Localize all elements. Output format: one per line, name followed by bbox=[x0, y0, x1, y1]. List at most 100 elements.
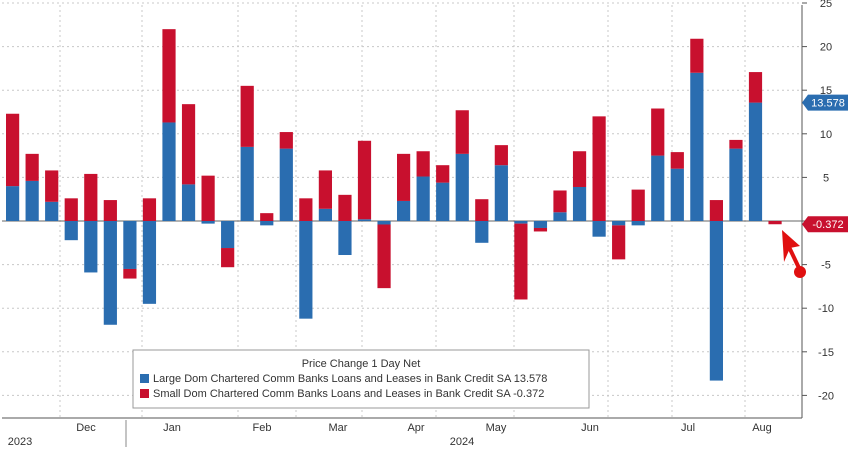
bar-large bbox=[748, 102, 763, 221]
red-arrow-pointer bbox=[782, 230, 806, 278]
bar-large bbox=[142, 221, 157, 304]
bar-large bbox=[64, 221, 78, 241]
y-tick-label: -20 bbox=[818, 390, 834, 402]
x-month-label: Jan bbox=[163, 422, 181, 434]
bar-small bbox=[651, 108, 665, 156]
bar-small bbox=[240, 85, 254, 147]
bar-small bbox=[768, 221, 782, 225]
bar-small bbox=[475, 199, 489, 221]
bar-large bbox=[397, 200, 411, 221]
badge-large-last-value-bg bbox=[802, 94, 848, 111]
bar-large bbox=[377, 221, 391, 225]
bar-small bbox=[514, 223, 528, 300]
bar-small bbox=[181, 104, 196, 185]
bar-small bbox=[377, 224, 391, 289]
bar-small bbox=[45, 170, 59, 202]
bar-small bbox=[729, 139, 743, 149]
bar-large bbox=[338, 221, 352, 256]
legend-swatch-large bbox=[140, 374, 149, 383]
x-month-label: May bbox=[486, 422, 507, 434]
bar-small bbox=[631, 189, 645, 221]
bar-small bbox=[572, 151, 587, 187]
bar-large bbox=[690, 72, 704, 221]
bar-large bbox=[103, 221, 117, 325]
bar-large bbox=[181, 184, 196, 221]
bar-small bbox=[494, 145, 508, 166]
bar-large bbox=[729, 148, 743, 221]
y-tick-label: -15 bbox=[818, 347, 834, 359]
x-year-label: 2024 bbox=[450, 436, 474, 447]
legend-label-large: Large Dom Chartered Comm Banks Loans and… bbox=[153, 373, 547, 385]
badge-small-last-value: -0.372 bbox=[812, 219, 843, 231]
bar-large bbox=[494, 165, 508, 221]
bar-small bbox=[436, 165, 450, 183]
bar-small bbox=[357, 140, 372, 220]
legend: Price Change 1 Day Net Large Dom Charter… bbox=[132, 349, 590, 409]
x-axis: Dec Jan Feb Mar Apr May Jun Jul Aug 2023 2024 bbox=[2, 417, 802, 448]
bar-small bbox=[201, 175, 215, 221]
bar-small bbox=[6, 113, 20, 187]
x-year-label: 2023 bbox=[8, 436, 32, 447]
bar-large bbox=[592, 221, 606, 237]
y-tick-label: 20 bbox=[820, 42, 832, 54]
bar-small bbox=[397, 153, 411, 201]
y-axis: 2520151050-5-10-15-20 bbox=[801, 0, 834, 418]
bar-large bbox=[279, 148, 293, 221]
arrow-head-icon bbox=[782, 230, 800, 262]
x-month-label: Aug bbox=[752, 422, 772, 434]
bar-large bbox=[25, 180, 39, 221]
bar-large bbox=[260, 221, 274, 226]
bar-small bbox=[84, 173, 98, 221]
bar-small bbox=[103, 200, 117, 221]
bar-small bbox=[64, 198, 78, 221]
bar-large bbox=[455, 153, 469, 221]
bar-large bbox=[553, 212, 567, 221]
bar-large bbox=[240, 146, 254, 221]
legend-title: Price Change 1 Day Net bbox=[302, 358, 421, 370]
bar-small bbox=[260, 213, 274, 221]
bar-large bbox=[6, 186, 20, 221]
bar-large bbox=[572, 186, 587, 221]
bar-small bbox=[25, 153, 39, 181]
y-tick-label: -5 bbox=[821, 260, 831, 272]
bar-large bbox=[651, 155, 665, 221]
y-tick-label: 25 bbox=[820, 0, 832, 10]
bar-small bbox=[299, 198, 313, 221]
bar-small bbox=[592, 116, 606, 221]
bar-large bbox=[631, 221, 645, 226]
bar-small bbox=[162, 29, 176, 123]
y-tick-label: 10 bbox=[820, 129, 832, 141]
legend-box bbox=[132, 349, 590, 409]
bar-small bbox=[221, 248, 235, 268]
bar-large bbox=[357, 219, 372, 221]
x-month-label: Mar bbox=[329, 422, 348, 434]
arrow-shaft-icon bbox=[787, 246, 801, 269]
bar-large bbox=[670, 168, 684, 221]
bar-small bbox=[123, 268, 137, 279]
bar-small bbox=[318, 170, 332, 209]
bar-small bbox=[670, 152, 684, 169]
bar-large bbox=[221, 221, 235, 249]
badge-large-last-value: 13.578 bbox=[811, 98, 845, 110]
bar-small bbox=[709, 200, 723, 221]
x-month-label: Jul bbox=[681, 422, 695, 434]
x-month-label: Apr bbox=[407, 422, 424, 434]
bar-small bbox=[533, 227, 548, 232]
bar-large bbox=[318, 208, 332, 221]
bar-large bbox=[84, 221, 98, 273]
bar-small bbox=[416, 151, 430, 177]
legend-swatch-small bbox=[140, 389, 149, 398]
legend-label-small: Small Dom Chartered Comm Banks Loans and… bbox=[153, 388, 544, 400]
x-month-label: Feb bbox=[253, 422, 272, 434]
bar-large bbox=[45, 201, 59, 221]
x-month-label: Jun bbox=[581, 422, 599, 434]
y-tick-label: 5 bbox=[823, 172, 829, 184]
bar-large bbox=[416, 176, 430, 221]
arrow-dot-icon bbox=[794, 266, 806, 278]
bar-small bbox=[455, 110, 469, 154]
bar-large bbox=[201, 221, 215, 224]
bars-group bbox=[6, 29, 782, 381]
bar-large bbox=[475, 221, 489, 243]
